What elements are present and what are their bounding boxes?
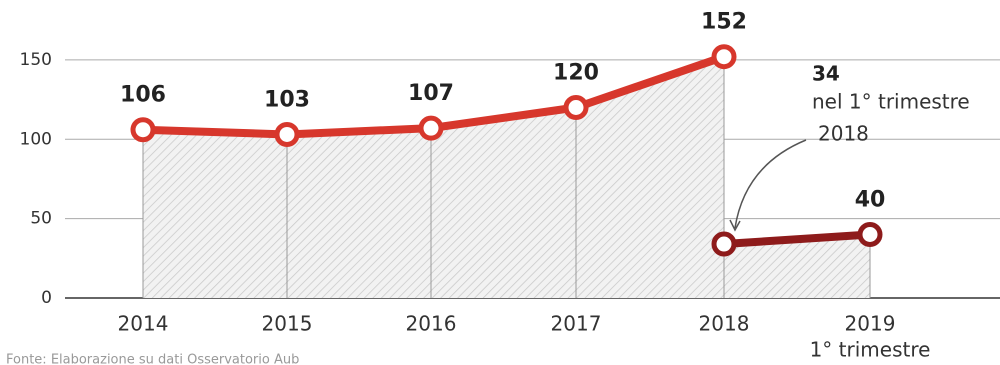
x-tick-label: 2018 [699, 312, 750, 336]
data-label: 40 [855, 188, 886, 213]
data-label: 34 [812, 62, 840, 86]
annotation: 2018 [818, 122, 869, 146]
source: Fonte: Elaborazione su dati Osservatorio… [6, 353, 299, 365]
area [724, 234, 870, 298]
point [711, 44, 737, 70]
point [711, 231, 737, 257]
y-tick-label: 0 [41, 288, 52, 308]
y-tick-label: 100 [20, 129, 52, 149]
x-tick-label: 2015 [262, 312, 313, 336]
x-tick-label: 2019 [845, 312, 896, 336]
point [563, 95, 589, 120]
point [418, 115, 444, 141]
data-label: 106 [120, 83, 166, 108]
point [274, 121, 300, 147]
annotation-arrowhead [729, 219, 741, 232]
point [857, 222, 883, 247]
annotation: nel 1° trimestre [812, 90, 970, 114]
x-tick-label: 2017 [551, 312, 602, 336]
x-tick-sublabel: 1° trimestre [810, 338, 931, 362]
y-tick-label: 150 [20, 50, 52, 70]
data-label: 152 [701, 10, 747, 35]
data-label: 120 [553, 61, 599, 86]
y-tick-label: 50 [30, 209, 52, 229]
point [130, 117, 156, 143]
x-tick-label: 2014 [118, 312, 169, 336]
data-label: 103 [264, 87, 310, 112]
x-tick-label: 2016 [406, 312, 457, 336]
line [723, 230, 871, 249]
data-label: 107 [408, 81, 454, 106]
annotation-arrow [734, 139, 807, 229]
